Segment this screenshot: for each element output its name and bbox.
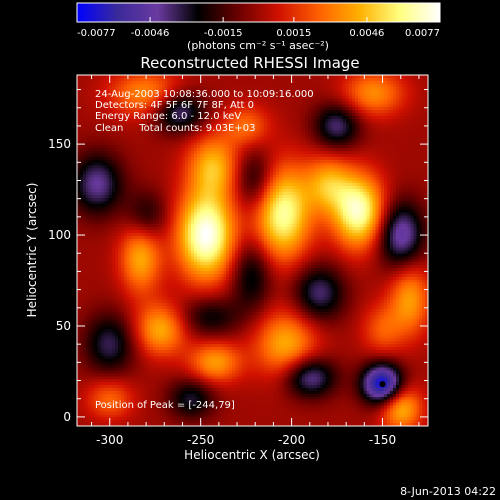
y-axis-label: Heliocentric Y (arcsec) bbox=[25, 183, 39, 318]
annotation-block: 24-Aug-2003 10:08:36.000 to 10:09:16.000… bbox=[95, 89, 314, 134]
colorbar-ticks: -0.0077 -0.0046 -0.0015 0.0015 0.0046 0.0077 bbox=[76, 17, 441, 39]
axis-ticks: -300 -250 -200 -150 0 50 100 150 bbox=[48, 75, 428, 447]
colorbar: -0.0077 -0.0046 -0.0015 0.0015 0.0046 0.0077 … bbox=[76, 2, 441, 52]
annotation-line-clean: Clean Total counts: 9.03E+03 bbox=[95, 123, 255, 134]
y-tick-label: 50 bbox=[56, 319, 71, 333]
chart-title: Reconstructed RHESSI Image bbox=[140, 54, 359, 72]
plot-frame bbox=[76, 74, 429, 427]
colorbar-tick-label: 0.0015 bbox=[276, 28, 311, 39]
x-axis-label: Heliocentric X (arcsec) bbox=[184, 448, 320, 462]
colorbar-strip bbox=[76, 2, 441, 23]
colorbar-tick-label: 0.0046 bbox=[349, 28, 384, 39]
x-tick-label: -250 bbox=[187, 433, 214, 447]
colorbar-tick-label: -0.0015 bbox=[204, 28, 243, 39]
plot-area: -300 -250 -200 -150 0 50 100 150 bbox=[48, 74, 429, 447]
annotation-line-time: 24-Aug-2003 10:08:36.000 to 10:09:16.000 bbox=[95, 89, 314, 100]
colorbar-units: (photons cm⁻² s⁻¹ asec⁻²) bbox=[187, 39, 329, 52]
x-tick-label: -200 bbox=[278, 433, 305, 447]
annotation-line-detectors: Detectors: 4F 5F 6F 7F 8F, Att 0 bbox=[95, 100, 254, 111]
y-tick-label: 150 bbox=[48, 137, 71, 151]
peak-position-label: Position of Peak = [-244,79] bbox=[95, 400, 235, 411]
y-tick-label: 100 bbox=[48, 228, 71, 242]
heatmap-image bbox=[77, 75, 428, 426]
annotation-line-energy: Energy Range: 6.0 - 12.0 keV bbox=[95, 111, 241, 122]
footer-timestamp: 8-Jun-2013 04:22 bbox=[400, 485, 496, 498]
peak-marker bbox=[379, 381, 386, 388]
x-tick-label: -150 bbox=[369, 433, 396, 447]
x-tick-label: -300 bbox=[96, 433, 123, 447]
colorbar-tick-label: 0.0077 bbox=[405, 28, 440, 39]
colorbar-tick-label: -0.0046 bbox=[131, 28, 170, 39]
y-tick-label: 0 bbox=[63, 410, 71, 424]
colorbar-tick-label: -0.0077 bbox=[77, 28, 116, 39]
